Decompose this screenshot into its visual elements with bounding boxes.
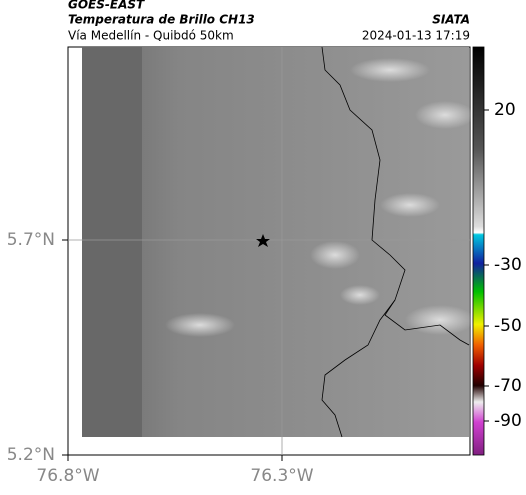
lat-label: 5.2°N bbox=[7, 445, 55, 465]
colorbar bbox=[472, 46, 485, 456]
map-area bbox=[67, 46, 475, 456]
timestamp: 2024-01-13 17:19 bbox=[362, 29, 470, 43]
lat-label: 5.7°N bbox=[7, 230, 55, 250]
source: GOES-EAST bbox=[68, 0, 145, 12]
subtitle: Vía Medellín - Quibdó 50km bbox=[68, 29, 234, 43]
colorbar-tick-label: -70 bbox=[494, 376, 522, 396]
lon-label: 76.3°W bbox=[250, 466, 313, 486]
colorbar-tick-label: -30 bbox=[494, 255, 522, 275]
lon-label: 76.8°W bbox=[36, 466, 99, 486]
colorbar-tick-label: -50 bbox=[494, 316, 522, 336]
colorbar-tick-label: -90 bbox=[494, 411, 522, 431]
org: SIATA bbox=[432, 13, 470, 27]
colorbar-tick-label: 20 bbox=[494, 100, 516, 120]
title: Temperatura de Brillo CH13 bbox=[68, 13, 255, 27]
